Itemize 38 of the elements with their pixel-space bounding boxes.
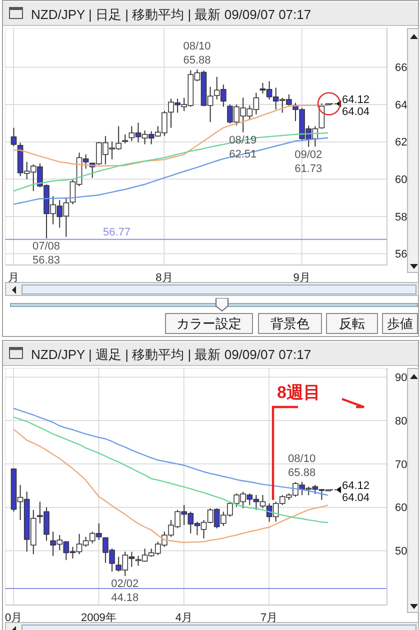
annotation: 02/02 44.18 [111, 578, 139, 604]
text: 64.04 [342, 492, 370, 504]
x-tick-label: 4月 [175, 612, 192, 624]
y-tick-label: 56 [395, 248, 408, 261]
y-tick-label: 90 [395, 372, 408, 384]
text: カラー設定 [165, 313, 253, 334]
x-tick-label: 2009年 [80, 612, 116, 624]
text: 反転 [326, 313, 378, 334]
y-tick-label: 58 [395, 211, 408, 224]
ref-line-label: 56.77 [103, 226, 131, 238]
y-tick-label: 60 [395, 174, 408, 186]
x-tick-label: 8月 [156, 272, 173, 284]
y-tick-label: 64 [395, 99, 408, 112]
annotation: 09/02 61.73 [294, 148, 322, 175]
y-tick-label: 60 [395, 502, 408, 514]
text: 背景色 [258, 313, 322, 334]
x-tick-label: 月 [8, 272, 20, 284]
annotation: 08/10 65.88 [183, 40, 211, 66]
chart-title: NZD/JPY | 週足 | 移動平均 | 最新 09/09/07 07:17 [31, 346, 312, 364]
line-series [12, 408, 329, 496]
y-tick-label: 70 [395, 458, 408, 471]
y-tick-label: 50 [395, 546, 408, 558]
text: 64.12 [342, 94, 370, 106]
y-tick-label: 80 [395, 415, 408, 428]
text: 64.04 [342, 106, 370, 118]
text: 64.12 [342, 480, 370, 492]
candlestick [10, 127, 17, 147]
x-tick-label: 7月 [260, 612, 278, 624]
x-tick-label: 0月 [4, 612, 22, 624]
annotation: 8週目 [277, 382, 320, 404]
x-tick-label: 9月 [293, 272, 310, 284]
annotation: 08/10 65.88 [288, 452, 316, 479]
chart-title: NZD/JPY | 日足 | 移動平均 | 最新 09/09/07 07:17 [31, 6, 312, 24]
text: 歩値 [382, 313, 418, 334]
annotation: 07/08 56.83 [32, 240, 60, 266]
y-tick-label: 62 [395, 136, 408, 149]
y-tick-label: 66 [395, 62, 408, 74]
line-series [12, 416, 329, 524]
